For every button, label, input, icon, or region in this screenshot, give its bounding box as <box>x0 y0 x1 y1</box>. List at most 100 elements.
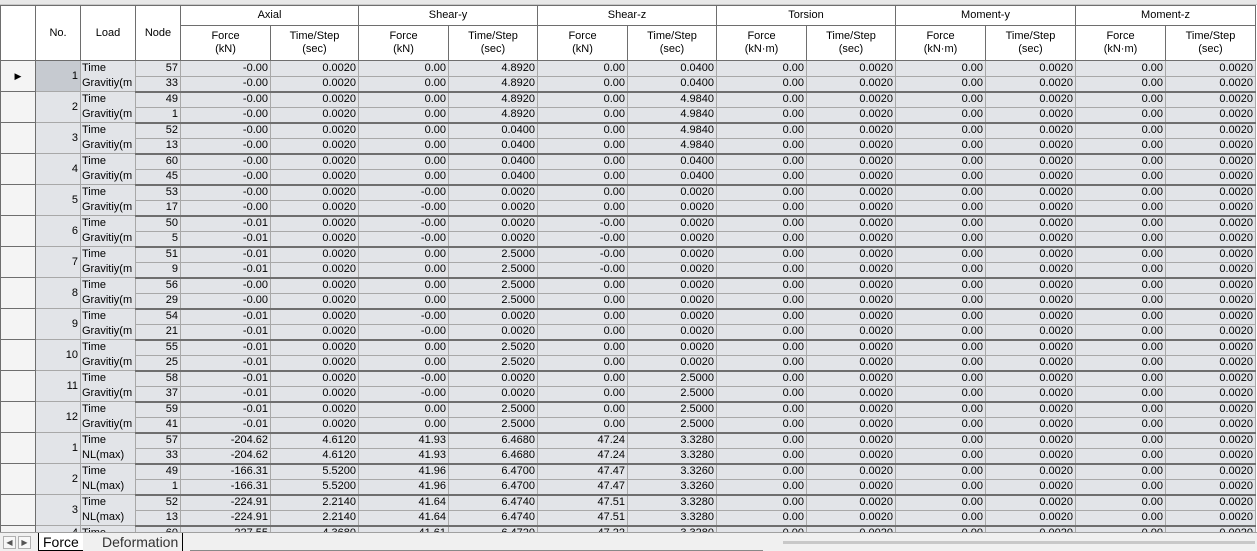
cell-no[interactable]: 10 <box>35 339 81 371</box>
cell-value[interactable]: 0.0020 <box>806 385 896 403</box>
cell-value[interactable]: 0.0020 <box>1165 509 1256 527</box>
cell-value[interactable]: 0.00 <box>895 432 986 449</box>
cell-value[interactable]: -0.01 <box>180 354 271 372</box>
cell-node[interactable]: 13 <box>135 137 181 155</box>
cell-no[interactable]: 5 <box>35 184 81 216</box>
cell-value[interactable]: 0.00 <box>537 60 628 77</box>
cell-value[interactable]: 0.0020 <box>985 432 1076 449</box>
col-header-time-step[interactable]: Time/Step (sec) <box>270 25 359 61</box>
cell-value[interactable]: 0.0020 <box>270 354 359 372</box>
cell-value[interactable]: 0.0020 <box>1165 261 1256 279</box>
cell-value[interactable]: 0.0020 <box>806 463 896 480</box>
cell-value[interactable]: 4.9840 <box>627 122 717 139</box>
cell-value[interactable]: 0.0020 <box>448 323 538 341</box>
col-header-force[interactable]: Force (kN) <box>537 25 628 61</box>
cell-value[interactable]: 0.0020 <box>448 184 538 201</box>
table-row[interactable]: 3 Time NL(max) 52 -224.91 2.2140 41.64 6.4740 4… <box>0 494 1256 526</box>
cell-value[interactable]: 0.0020 <box>627 308 717 325</box>
cell-value[interactable]: 0.00 <box>1075 60 1166 77</box>
cell-value[interactable]: 0.00 <box>716 509 807 527</box>
cell-value[interactable]: 0.0020 <box>806 370 896 387</box>
cell-value[interactable]: 0.0020 <box>985 416 1076 434</box>
cell-value[interactable]: 0.0020 <box>270 401 359 418</box>
cell-value[interactable]: 0.00 <box>537 401 628 418</box>
table-row[interactable]: 6 Time Gravitiy(m 50 -0.01 0.0020 -0.00 0.0020… <box>0 215 1256 247</box>
cell-load[interactable]: Time Gravitiy(m <box>80 184 136 216</box>
row-selector[interactable] <box>0 370 36 402</box>
cell-value[interactable]: 0.00 <box>1075 432 1166 449</box>
cell-value[interactable]: 0.00 <box>895 91 986 108</box>
table-row[interactable]: 8 Time Gravitiy(m 56 -0.00 0.0020 0.00 2.5000 0… <box>0 277 1256 309</box>
cell-value[interactable]: 5.5200 <box>270 478 359 496</box>
cell-value[interactable]: 0.00 <box>537 91 628 108</box>
cell-load[interactable]: Time Gravitiy(m <box>80 60 136 92</box>
table-row[interactable]: 1 Time NL(max) 57 -204.62 4.6120 41.93 6.4680 4… <box>0 432 1256 464</box>
cell-node[interactable]: 57 <box>135 60 181 77</box>
cell-no[interactable]: 11 <box>35 370 81 402</box>
cell-value[interactable]: 3.3280 <box>627 447 717 465</box>
cell-value[interactable]: 0.00 <box>895 494 986 511</box>
cell-value[interactable]: 0.00 <box>895 292 986 310</box>
cell-value[interactable]: 0.0020 <box>1165 91 1256 108</box>
cell-value[interactable]: 6.4680 <box>448 447 538 465</box>
cell-value[interactable]: 0.00 <box>1075 494 1166 511</box>
cell-load[interactable]: Time Gravitiy(m <box>80 401 136 433</box>
cell-value[interactable]: 0.00 <box>716 432 807 449</box>
table-row[interactable]: 45 -0.00 0.0020 0.00 0.0400 0.00 0.0400 0.00 0.0… <box>1 168 1256 186</box>
cell-value[interactable]: -0.00 <box>358 385 449 403</box>
cell-value[interactable]: -0.01 <box>180 308 271 325</box>
row-selector[interactable] <box>0 122 36 154</box>
table-row[interactable]: 9 -0.01 0.0020 0.00 2.5000 -0.00 0.0020 0.00 0.0… <box>1 261 1256 279</box>
cell-node[interactable]: 45 <box>135 168 181 186</box>
cell-value[interactable]: 0.0020 <box>270 370 359 387</box>
cell-value[interactable]: 0.0020 <box>1165 478 1256 496</box>
row-selector[interactable] <box>0 184 36 216</box>
cell-value[interactable]: 0.00 <box>1075 246 1166 263</box>
cell-value[interactable]: 0.0020 <box>627 261 717 279</box>
cell-value[interactable]: 0.0020 <box>806 153 896 170</box>
cell-value[interactable]: 0.0020 <box>985 168 1076 186</box>
cell-value[interactable]: 0.0020 <box>270 292 359 310</box>
col-header-time-step[interactable]: Time/Step (sec) <box>806 25 896 61</box>
cell-value[interactable]: -0.00 <box>180 184 271 201</box>
table-row[interactable]: 21 -0.01 0.0020 -0.00 0.0020 0.00 0.0020 0.00 0.… <box>1 323 1256 341</box>
cell-value[interactable]: 0.0020 <box>1165 75 1256 93</box>
cell-value[interactable]: 2.5000 <box>448 292 538 310</box>
cell-value[interactable]: 0.00 <box>895 137 986 155</box>
cell-value[interactable]: 0.00 <box>537 277 628 294</box>
cell-value[interactable]: 0.0020 <box>985 153 1076 170</box>
cell-value[interactable]: 0.0020 <box>806 106 896 124</box>
cell-value[interactable]: 0.00 <box>895 308 986 325</box>
cell-value[interactable]: 0.00 <box>1075 463 1166 480</box>
cell-value[interactable]: -0.00 <box>358 323 449 341</box>
cell-node[interactable]: 29 <box>135 292 181 310</box>
row-selector[interactable] <box>0 494 36 526</box>
cell-value[interactable]: 6.4700 <box>448 463 538 480</box>
cell-value[interactable]: 0.00 <box>1075 308 1166 325</box>
cell-value[interactable]: 0.00 <box>358 153 449 170</box>
cell-node[interactable]: 55 <box>135 339 181 356</box>
cell-value[interactable]: 3.3260 <box>627 463 717 480</box>
cell-node[interactable]: 54 <box>135 308 181 325</box>
cell-value[interactable]: 4.6120 <box>270 432 359 449</box>
cell-value[interactable]: 0.00 <box>1075 354 1166 372</box>
cell-value[interactable]: 0.0020 <box>985 246 1076 263</box>
cell-value[interactable]: 0.0020 <box>448 199 538 217</box>
cell-value[interactable]: 0.00 <box>716 184 807 201</box>
cell-node[interactable]: 53 <box>135 184 181 201</box>
cell-no[interactable]: 1 <box>35 60 81 92</box>
row-selector[interactable] <box>0 215 36 247</box>
cell-value[interactable]: 0.00 <box>716 246 807 263</box>
cell-value[interactable]: 0.0020 <box>1165 323 1256 341</box>
cell-value[interactable]: 0.0020 <box>806 447 896 465</box>
cell-node[interactable]: 33 <box>135 447 181 465</box>
cell-value[interactable]: -204.62 <box>180 432 271 449</box>
table-row[interactable]: 10 Time Gravitiy(m 55 -0.01 0.0020 0.00 2.5020… <box>0 339 1256 371</box>
cell-value[interactable]: 0.00 <box>716 277 807 294</box>
cell-value[interactable]: 0.0020 <box>270 323 359 341</box>
cell-value[interactable]: 2.2140 <box>270 494 359 511</box>
cell-value[interactable]: 2.5000 <box>448 261 538 279</box>
cell-value[interactable]: 0.00 <box>1075 478 1166 496</box>
cell-value[interactable]: 0.00 <box>1075 122 1166 139</box>
cell-value[interactable]: 0.0020 <box>985 292 1076 310</box>
